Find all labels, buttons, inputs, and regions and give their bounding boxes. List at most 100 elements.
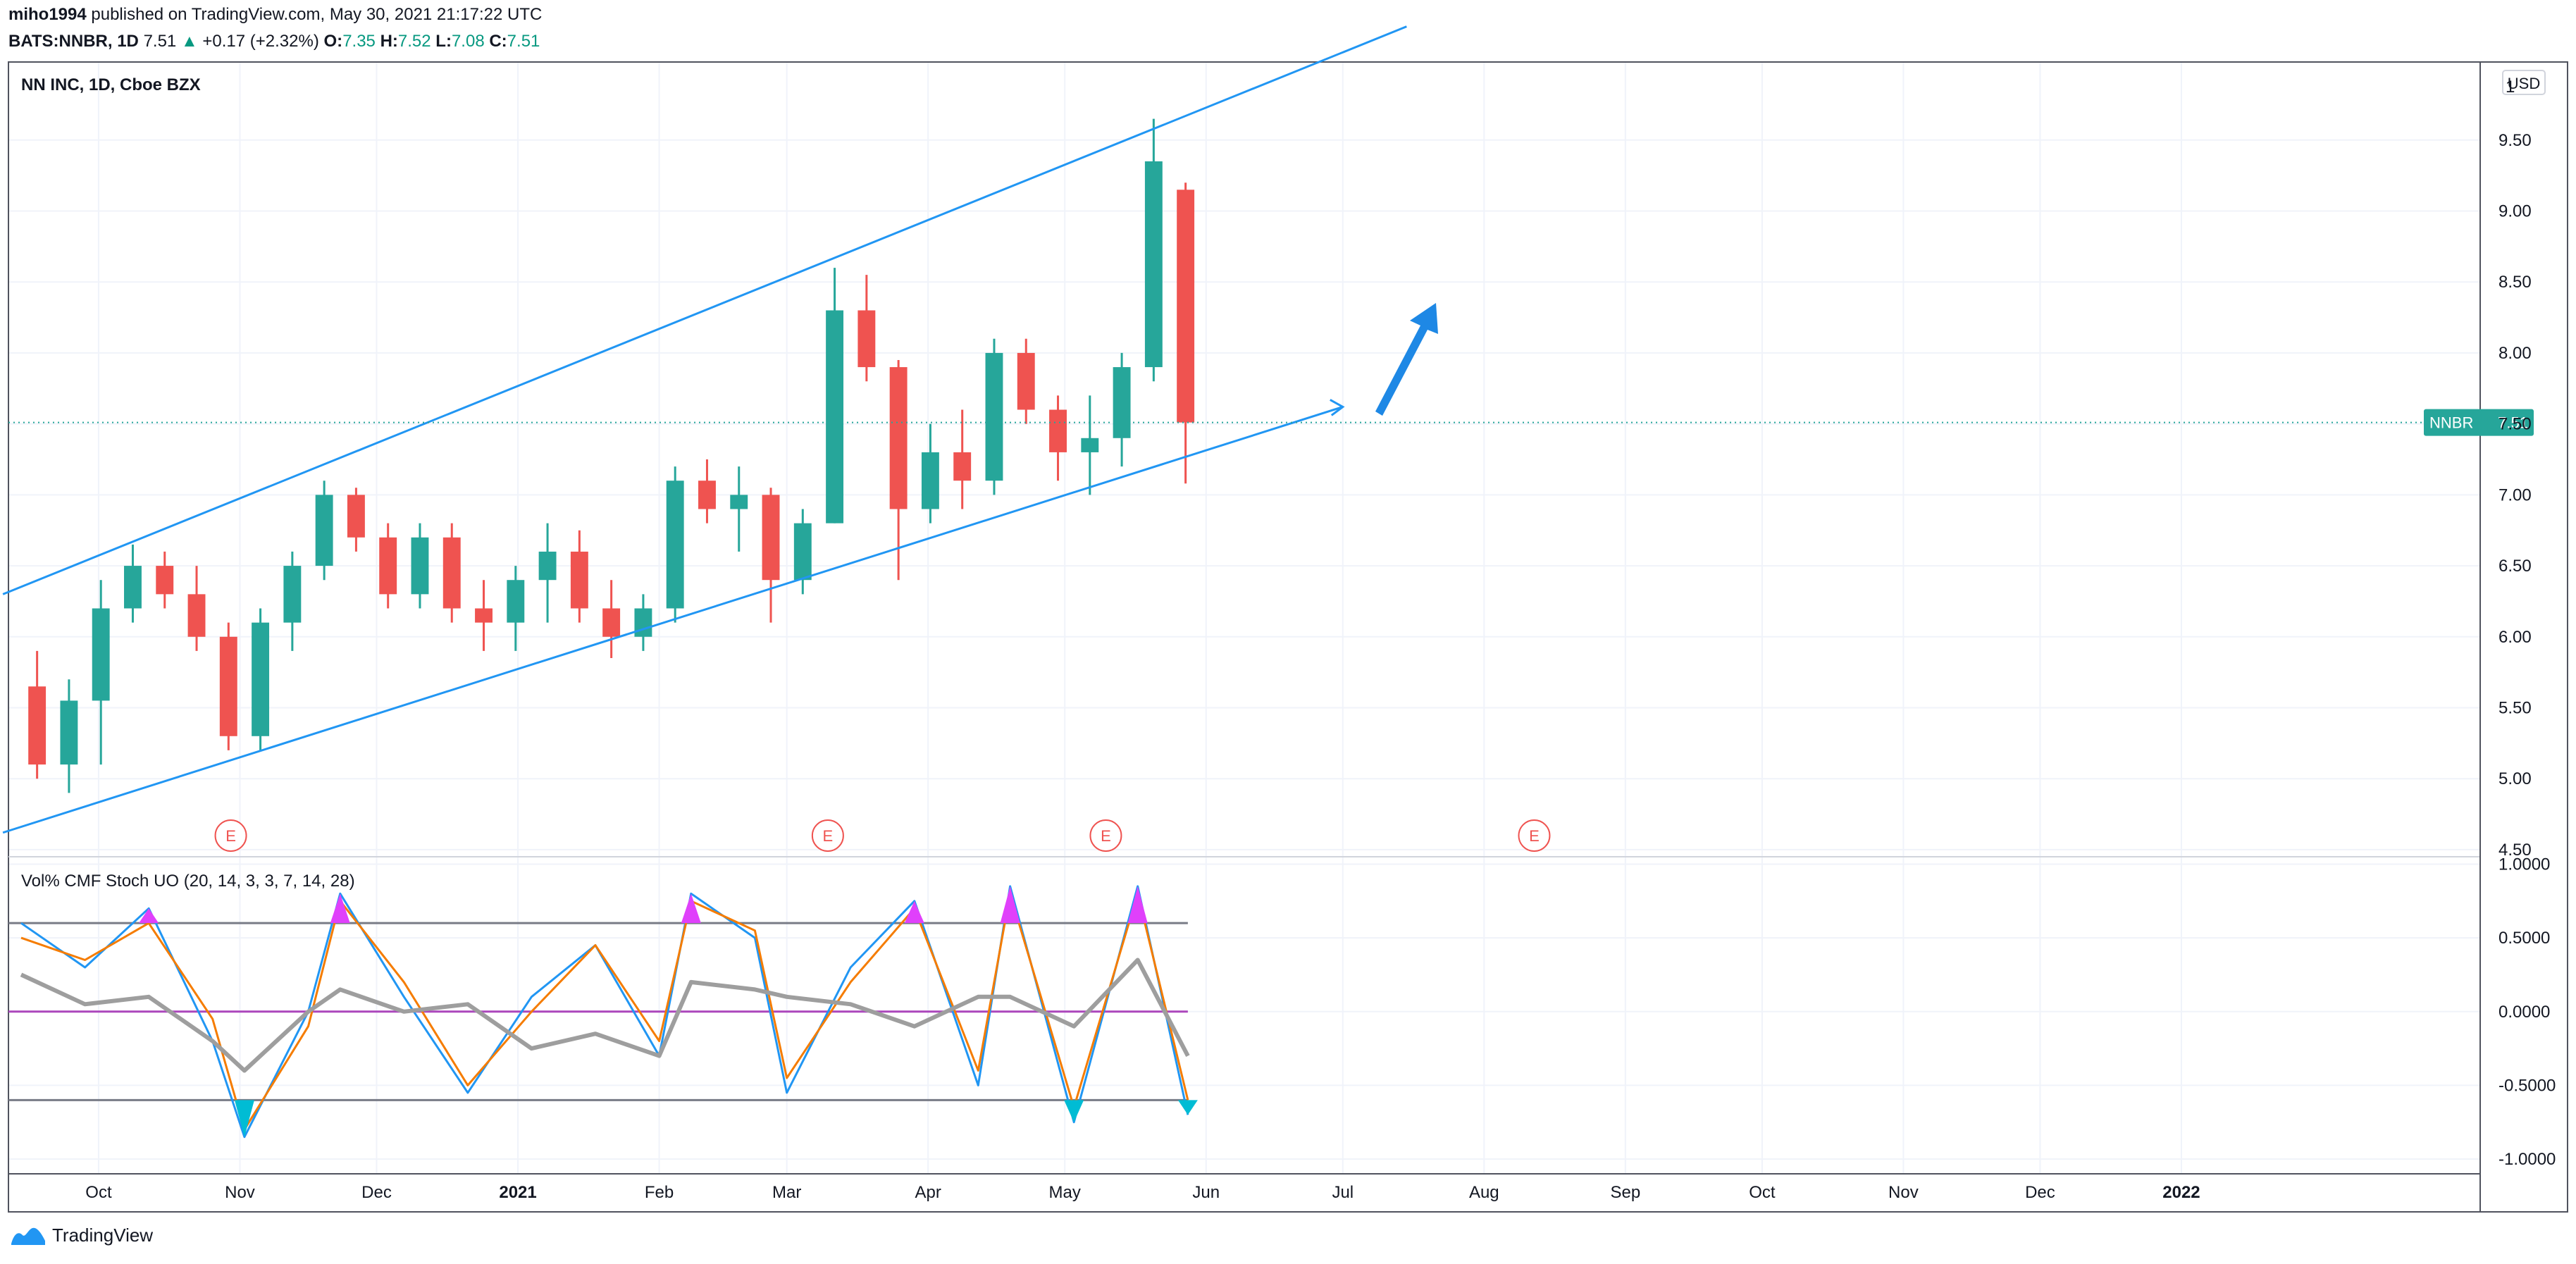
price-tag-box bbox=[2424, 409, 2534, 436]
channel-lower-line[interactable] bbox=[2, 406, 1344, 834]
price-tick-label: 6.00 bbox=[2498, 628, 2532, 647]
candle-body bbox=[1144, 161, 1163, 368]
indicator-title: Vol% CMF Stoch UO (20, 14, 3, 3, 7, 14, … bbox=[21, 872, 355, 891]
low-value: 7.08 bbox=[451, 32, 485, 51]
price-tick-label: 5.50 bbox=[2498, 699, 2532, 718]
time-tick-label: Apr bbox=[915, 1183, 941, 1202]
price-axis-top-tick: 1 bbox=[2506, 78, 2515, 97]
earnings-marker[interactable] bbox=[1518, 819, 1551, 852]
earnings-marker-label: E bbox=[225, 827, 236, 845]
candle-body bbox=[252, 622, 270, 736]
price-tick-label: 7.50 bbox=[2498, 415, 2532, 434]
close-value: 7.51 bbox=[507, 32, 540, 51]
candle-body bbox=[1081, 438, 1099, 452]
high-label: H: bbox=[380, 32, 398, 51]
candle-body bbox=[857, 310, 876, 368]
price-tag-symbol: NNBR bbox=[2429, 414, 2473, 432]
candle-body bbox=[219, 636, 237, 736]
close-label: C: bbox=[489, 32, 507, 51]
time-tick-label: Jul bbox=[1332, 1183, 1354, 1202]
price-tick-label: 4.50 bbox=[2498, 841, 2532, 860]
overbought-fill bbox=[1000, 886, 1020, 924]
candle-body bbox=[666, 481, 684, 609]
publish-header: miho1994 published on TradingView.com, M… bbox=[8, 4, 542, 52]
price-axis[interactable]: 9.50 9.00 8.50 8.00 7.50 7.00 6.50 6.00 5.50 5.00… bbox=[2498, 131, 2532, 860]
time-tick-label: Nov bbox=[225, 1183, 255, 1202]
time-tick-label: Oct bbox=[1749, 1183, 1776, 1202]
footer-brand: TradingView bbox=[10, 1225, 153, 1246]
candle-body bbox=[985, 352, 1003, 481]
time-tick-label: Oct bbox=[85, 1183, 112, 1202]
author-link[interactable]: miho1994 bbox=[8, 5, 87, 24]
main-pane-title: NN INC, 1D, Cboe BZX bbox=[21, 75, 201, 94]
price-tick-label: 9.00 bbox=[2498, 202, 2532, 221]
candle-body bbox=[507, 580, 525, 623]
price-tick-label: 8.00 bbox=[2498, 344, 2532, 363]
price-change: +0.17 (+2.32%) bbox=[202, 32, 319, 51]
candle-body bbox=[124, 566, 142, 609]
candle-body bbox=[538, 551, 557, 581]
candle-body bbox=[442, 537, 461, 609]
published-text: published on TradingView.com, May 30, 20… bbox=[91, 5, 543, 24]
candle-body bbox=[60, 700, 78, 765]
footer-brand-text: TradingView bbox=[52, 1225, 154, 1246]
candle-body bbox=[793, 523, 812, 581]
candle-body bbox=[411, 537, 429, 595]
candle-body bbox=[602, 608, 621, 637]
last-price: 7.51 bbox=[143, 32, 177, 51]
candle-body bbox=[889, 367, 908, 509]
time-tick-label: 2022 bbox=[2162, 1183, 2200, 1202]
candle-body bbox=[187, 594, 206, 637]
open-label: O: bbox=[323, 32, 343, 51]
currency-badge[interactable] bbox=[2502, 70, 2546, 95]
symbol-legend: BATS:NNBR, 1D 7.51 ▲ +0.17 (+2.32%) O: 7.… bbox=[8, 31, 542, 52]
time-tick-label: 2021 bbox=[499, 1183, 536, 1202]
overbought-fill bbox=[330, 893, 350, 924]
change-arrow-icon: ▲ bbox=[180, 32, 198, 51]
overbought-fill bbox=[1127, 886, 1148, 924]
candle-body bbox=[315, 495, 333, 566]
earnings-marker[interactable] bbox=[811, 819, 844, 852]
price-tick-label: 5.00 bbox=[2498, 769, 2532, 788]
channel-upper-line[interactable] bbox=[2, 25, 1407, 595]
earnings-marker[interactable] bbox=[214, 819, 247, 852]
time-tick-label: Aug bbox=[1469, 1183, 1499, 1202]
candle-body bbox=[698, 481, 716, 509]
trend-channel[interactable] bbox=[2, 25, 1407, 834]
time-tick-label: Feb bbox=[645, 1183, 674, 1202]
indicator-plot bbox=[8, 885, 1198, 1139]
oversold-fill bbox=[1177, 1100, 1198, 1115]
time-tick-label: Sep bbox=[1610, 1183, 1640, 1202]
time-axis[interactable]: Oct Nov Dec 2021 Feb Mar Apr May Jun Jul Aug Sep Oct… bbox=[85, 1183, 2200, 1202]
earnings-marker-label: E bbox=[1529, 827, 1540, 845]
high-value: 7.52 bbox=[397, 32, 431, 51]
price-tag-value: 7.51 bbox=[2498, 414, 2528, 432]
candle-body bbox=[1177, 190, 1195, 423]
overbought-fill bbox=[139, 908, 159, 924]
candle-body bbox=[347, 495, 365, 538]
chart-frame bbox=[8, 61, 2568, 1213]
candle-body bbox=[283, 566, 302, 623]
time-tick-label: Dec bbox=[361, 1183, 392, 1202]
candle-body bbox=[634, 608, 652, 637]
publish-info: miho1994 published on TradingView.com, M… bbox=[8, 4, 542, 25]
overbought-fill bbox=[681, 893, 701, 924]
time-tick-label: Jun bbox=[1192, 1183, 1220, 1202]
indicator-axis[interactable]: 1.0000 0.5000 0.0000 -0.5000 -1.0000 bbox=[2498, 855, 2556, 1169]
earnings-marker[interactable] bbox=[1089, 819, 1122, 852]
time-tick-label: May bbox=[1049, 1183, 1081, 1202]
candle-body bbox=[379, 537, 397, 595]
price-tick-label: 8.50 bbox=[2498, 273, 2532, 292]
earnings-marker-label: E bbox=[823, 827, 834, 845]
candle-body bbox=[921, 452, 939, 509]
up-arrow-annotation[interactable] bbox=[1375, 303, 1438, 416]
price-tick-label: 9.50 bbox=[2498, 131, 2532, 150]
time-tick-label: Mar bbox=[772, 1183, 801, 1202]
candle-body bbox=[475, 608, 493, 623]
earnings-marker-label: E bbox=[1101, 827, 1111, 845]
candle-body bbox=[1049, 409, 1067, 452]
symbol-name: BATS:NNBR, 1D bbox=[8, 32, 139, 51]
oversold-fill bbox=[234, 1100, 254, 1137]
